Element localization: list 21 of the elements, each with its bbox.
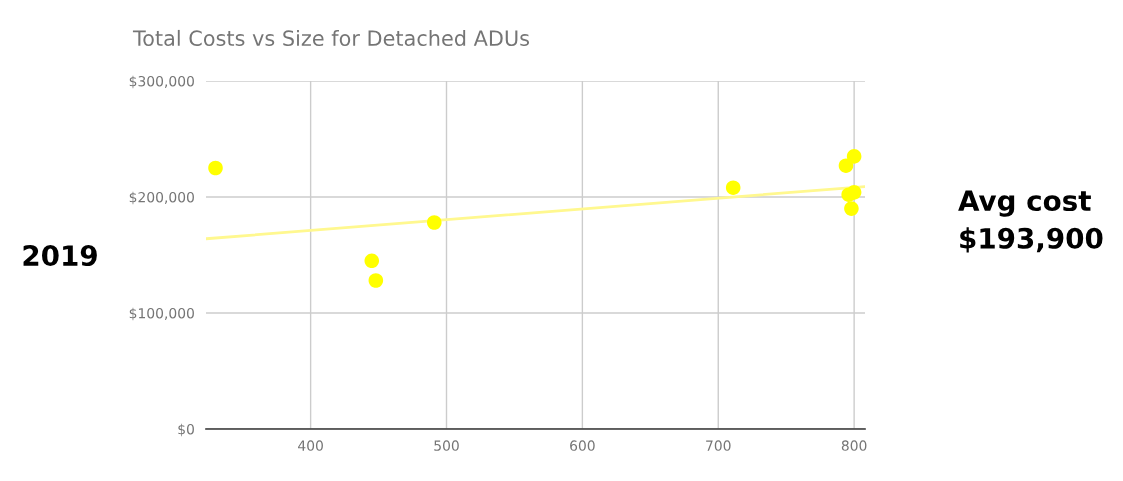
point	[838, 158, 854, 173]
point	[844, 201, 859, 216]
x-tick-label: 500	[434, 440, 459, 451]
point	[725, 180, 741, 195]
x-tick-label: 700	[706, 440, 731, 451]
chart-title: Total Costs vs Size for Detached ADUs	[132, 29, 530, 47]
y-tick-label: $200,000	[129, 191, 194, 205]
y-tick-label: $0	[178, 423, 194, 437]
y-tick-label: $100,000	[129, 307, 194, 321]
y-tick-label: $300,000	[129, 75, 194, 89]
text: 2019	[23, 245, 97, 267]
point	[846, 149, 862, 164]
point	[846, 185, 862, 200]
point	[364, 253, 380, 269]
x-tick-label: 800	[841, 440, 867, 451]
point	[368, 273, 384, 288]
x-tick-label: 400	[298, 440, 323, 451]
x-tick-label: 600	[570, 440, 595, 451]
point	[426, 215, 442, 230]
text: Avg cost $193,900	[958, 190, 1103, 253]
point	[208, 160, 223, 176]
